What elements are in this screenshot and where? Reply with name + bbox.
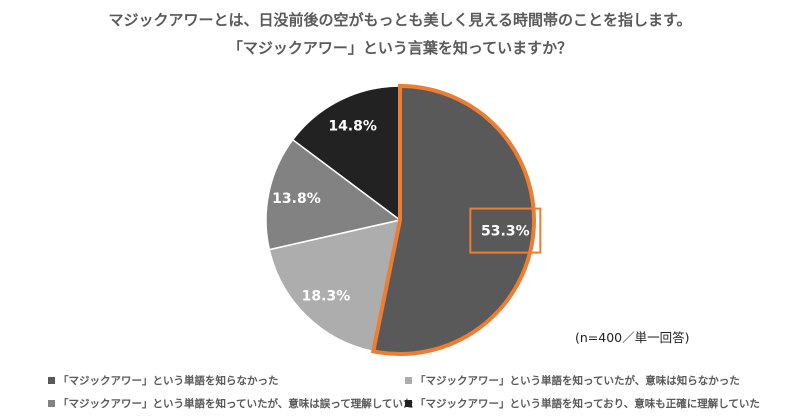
highlight-label-box [469, 207, 542, 254]
chart-title-line2: 「マジックアワー」という言葉を知っていますか？ [227, 39, 573, 57]
highlight-slice-outline [370, 83, 536, 356]
data-label-3: 14.8% [328, 118, 377, 134]
chart-title-line1: マジックアワーとは、日没前後の空がもっとも美しく見える時間帯のことを指します。 [108, 11, 692, 29]
data-label-1: 18.3% [302, 289, 351, 305]
legend-label: 「マジックアワー」という単語を知っており、意味も正確に理解していた [415, 398, 760, 410]
legend-swatch [48, 400, 55, 407]
legend-item-3: 「マジックアワー」という単語を知っており、意味も正確に理解していた [405, 396, 760, 411]
pie-slice-2 [265, 138, 402, 251]
legend-label: 「マジックアワー」という単語を知っていたが、意味は誤って理解していた [58, 398, 414, 410]
legend-swatch [48, 377, 55, 384]
data-label-0: 53.3% [481, 224, 530, 240]
legend-swatch [405, 400, 412, 407]
legend-swatch [405, 377, 412, 384]
legend-item-1: 「マジックアワー」という単語を知っていたが、意味は知らなかった [405, 373, 740, 388]
pie-slice-1 [268, 219, 401, 353]
legend-label: 「マジックアワー」という単語を知らなかった [58, 375, 279, 387]
legend-item-2: 「マジックアワー」という単語を知っていたが、意味は誤って理解していた [48, 396, 413, 411]
data-label-2: 13.8% [272, 191, 321, 207]
sample-size-note: (n=400／単一回答) [575, 330, 690, 345]
legend-label: 「マジックアワー」という単語を知っていたが、意味は知らなかった [415, 375, 740, 387]
legend-item-0: 「マジックアワー」という単語を知らなかった [48, 373, 279, 388]
pie-slice-3 [291, 85, 401, 222]
